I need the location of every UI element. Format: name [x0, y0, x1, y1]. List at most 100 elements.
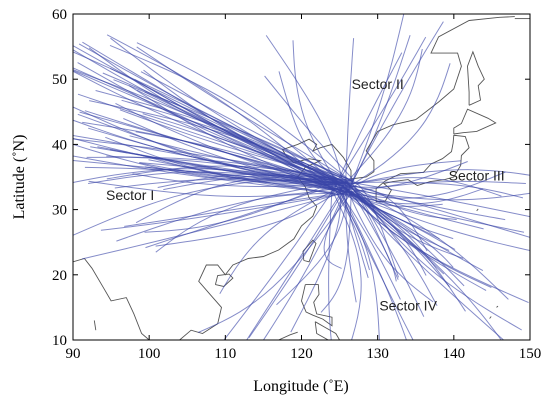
trajectory-line: [343, 182, 434, 303]
x-tick-label: 150: [519, 346, 542, 362]
trajectory-line: [345, 21, 444, 195]
trajectory-line: [116, 192, 334, 242]
trajectory-line: [340, 187, 530, 201]
coastline: [302, 239, 317, 263]
y-tick-label: 40: [52, 137, 67, 153]
y-tick-label: 20: [52, 268, 67, 284]
x-tick-label: 90: [66, 346, 81, 362]
trajectory-line: [336, 193, 370, 271]
trajectory-line: [124, 193, 335, 227]
sector-label: Sector II: [352, 76, 404, 92]
trajectory-line: [323, 188, 348, 269]
trajectory-line: [350, 190, 492, 288]
coastline: [489, 316, 492, 319]
trajectory-line: [135, 131, 343, 189]
sector-labels: Sector I Sector II Sector III Sector IV: [106, 76, 505, 314]
trajectory-line: [351, 192, 397, 282]
coastline: [278, 331, 298, 340]
coastline: [314, 321, 341, 340]
trajectory-line: [333, 193, 362, 340]
coastline: [93, 320, 97, 331]
x-axis-title: Longitude (˚E): [253, 378, 349, 395]
trajectory-line: [246, 193, 342, 340]
trajectory-line: [349, 14, 405, 190]
trajectory-line: [132, 173, 354, 188]
trajectory-line: [338, 188, 525, 233]
trajectory-line: [345, 185, 509, 300]
trajectory-line: [144, 91, 350, 184]
trajectory-line: [119, 109, 340, 180]
trajectory-line: [143, 69, 335, 186]
coastline: [453, 108, 497, 135]
x-tick-label: 140: [443, 346, 466, 362]
trajectory-line: [84, 166, 353, 193]
coastline: [301, 284, 333, 327]
y-tick-label: 30: [52, 203, 67, 219]
trajectory-line: [335, 181, 407, 340]
trajectory-line: [110, 67, 343, 182]
trajectory-line: [341, 181, 530, 238]
coastline: [179, 16, 515, 340]
x-tick-label: 110: [214, 346, 236, 362]
trajectory-line: [276, 181, 349, 306]
sector-label: Sector IV: [379, 298, 437, 314]
trajectory-line: [73, 137, 335, 181]
trajectory-line: [343, 178, 464, 259]
trajectory-line: [145, 178, 354, 249]
trajectory-line: [352, 171, 506, 199]
trajectory-line: [338, 181, 524, 199]
trajectory-line: [106, 34, 336, 192]
trajectory-line: [144, 180, 336, 233]
trajectory-line: [73, 143, 333, 186]
trajectory-line: [262, 184, 351, 340]
trajectory-line: [73, 45, 336, 192]
coastline: [476, 208, 479, 212]
trajectory-line: [100, 192, 347, 231]
trajectory-line: [73, 178, 352, 236]
trajectory-line: [346, 183, 457, 220]
trajectory-line: [339, 36, 427, 180]
trajectory-line: [339, 188, 487, 291]
trajectory-line: [292, 40, 345, 194]
y-tick-label: 50: [52, 72, 67, 88]
trajectory-line: [155, 181, 344, 253]
y-tick-label: 10: [52, 333, 67, 349]
trajectory-line: [197, 192, 352, 333]
coastline: [73, 257, 150, 340]
trajectory-line: [354, 187, 425, 317]
trajectory-line: [128, 85, 336, 190]
trajectory-layer: [73, 14, 530, 340]
x-tick-label: 120: [290, 346, 313, 362]
trajectory-line: [155, 183, 349, 247]
trajectory-line: [347, 185, 428, 252]
coastline: [467, 50, 485, 106]
trajectory-line: [264, 75, 355, 181]
trajectory-line: [135, 177, 336, 224]
trajectory-line: [331, 52, 403, 195]
x-tick-label: 130: [366, 346, 389, 362]
trajectory-line: [136, 42, 354, 183]
trajectory-line: [248, 193, 343, 338]
trajectory-line: [320, 190, 352, 313]
trajectory-line: [109, 44, 337, 185]
trajectory-line: [347, 183, 450, 251]
y-axis-ticks: 10 20 30 40 50 60: [52, 7, 530, 349]
x-tick-label: 100: [138, 346, 161, 362]
trajectory-line: [265, 35, 345, 188]
y-tick-label: 60: [52, 7, 67, 23]
trajectory-line: [332, 188, 484, 230]
trajectory-line: [278, 71, 346, 185]
trajectory-line: [328, 180, 333, 340]
trajectory-line: [81, 192, 345, 260]
trajectory-line: [223, 184, 337, 340]
trajectory-line: [106, 165, 333, 180]
x-axis-ticks: 90 100 110 120 130 140 150: [66, 14, 542, 362]
trajectory-line: [335, 188, 530, 252]
trajectory-line: [88, 180, 348, 198]
sector-label: Sector III: [449, 167, 505, 183]
trajectory-line: [340, 48, 423, 190]
trajectory-line: [342, 186, 529, 304]
coastline: [496, 305, 499, 308]
